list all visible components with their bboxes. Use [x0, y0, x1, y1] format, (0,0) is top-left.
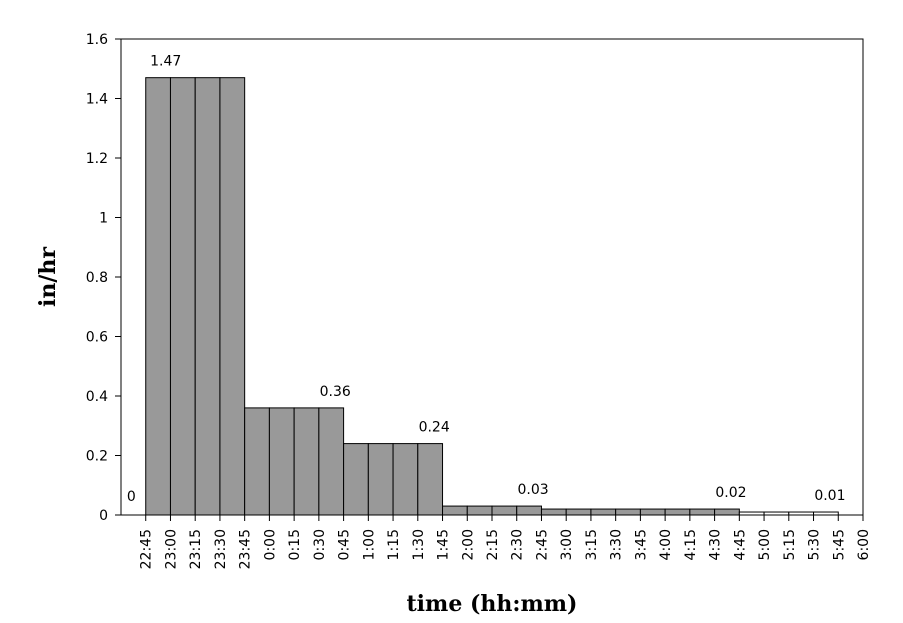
bar: [466, 505, 493, 516]
x-tick-label: 23:15: [188, 529, 204, 569]
bar: [590, 508, 617, 516]
y-axis-title: in/hr: [35, 247, 61, 307]
y-tick-label: 0.2: [86, 449, 108, 465]
bar: [268, 407, 295, 516]
x-tick-label: 6:00: [856, 529, 872, 560]
x-tick-label: 2:30: [510, 529, 526, 560]
x-tick-label: 3:45: [633, 529, 649, 560]
bars-group: [145, 77, 839, 516]
data-label: 0.24: [419, 420, 450, 436]
data-label: 0.03: [518, 482, 549, 498]
x-tick-label: 4:00: [658, 529, 674, 560]
bar: [442, 505, 468, 516]
data-label: 0.36: [320, 384, 351, 400]
bar: [714, 508, 740, 516]
bar: [367, 443, 394, 516]
data-label: 1.47: [150, 54, 181, 70]
x-tick-label: 5:30: [807, 529, 823, 560]
x-tick-label: 4:15: [683, 529, 699, 560]
y-tick-label: 1.6: [86, 32, 108, 48]
bar: [763, 511, 790, 516]
x-tick-label: 23:00: [163, 529, 179, 569]
bar: [615, 508, 641, 516]
bar: [194, 77, 221, 516]
bar: [219, 77, 246, 516]
bar: [565, 508, 592, 516]
data-label: 0.01: [814, 488, 845, 504]
bar: [540, 508, 567, 516]
bar: [343, 443, 369, 516]
y-tick-label: 0.8: [86, 270, 108, 286]
x-tick-label: 3:00: [559, 529, 575, 560]
bar: [293, 407, 320, 516]
bar: [689, 508, 716, 516]
x-tick-label: 1:15: [386, 529, 402, 560]
bar: [813, 511, 839, 516]
data-labels-group: 0 1.47 0.36 0.24 0.03 0.02 0.01: [127, 54, 846, 505]
x-tick-label: 4:30: [708, 529, 724, 560]
x-tick-label: 23:30: [213, 529, 229, 569]
x-tick-label: 4:45: [732, 529, 748, 560]
bar: [169, 77, 196, 516]
y-tick-label: 0.6: [86, 330, 108, 346]
bar: [516, 505, 542, 516]
x-tick-label: 5:00: [757, 529, 773, 560]
x-tick-label: 3:30: [609, 529, 625, 560]
x-tick-label: 22:45: [139, 529, 155, 569]
bar: [145, 77, 171, 516]
bar: [392, 443, 419, 516]
x-tick-label: 2:15: [485, 529, 501, 560]
x-tick-label: 1:45: [436, 529, 452, 560]
x-tick-label: 5:45: [831, 529, 847, 560]
x-tick-label: 2:00: [460, 529, 476, 560]
bar: [491, 505, 518, 516]
y-tick-label: 0.4: [86, 389, 108, 405]
y-tick-label: 0: [99, 508, 108, 524]
x-tick-label: 5:15: [782, 529, 798, 560]
y-tick-label: 1: [99, 211, 108, 227]
x-axis: 22:45 23:00 23:15 23:30 23:45 0:00 0:15 0:30 0:4…: [139, 515, 872, 569]
x-tick-label: 0:00: [262, 529, 278, 560]
x-tick-label: 1:00: [361, 529, 377, 560]
y-tick-label: 1.4: [86, 92, 108, 108]
bar: [788, 511, 815, 516]
bar: [244, 407, 270, 516]
data-label: 0.02: [715, 485, 746, 501]
y-axis: 0 0.2 0.4 0.6 0.8 1 1.2 1.4 1.6: [86, 32, 121, 524]
x-tick-label: 0:45: [337, 529, 353, 560]
bar: [664, 508, 691, 516]
bar: [639, 508, 666, 516]
bar: [318, 407, 345, 516]
x-tick-label: 1:30: [411, 529, 427, 560]
data-label: 0: [127, 489, 136, 505]
x-axis-title: time (hh:mm): [407, 591, 578, 617]
x-tick-label: 23:45: [238, 529, 254, 569]
x-tick-label: 3:15: [584, 529, 600, 560]
x-tick-label: 2:45: [534, 529, 550, 560]
bar: [417, 443, 444, 516]
bar: [738, 511, 765, 516]
y-tick-label: 1.2: [86, 151, 108, 167]
x-tick-label: 0:30: [312, 529, 328, 560]
x-tick-label: 0:15: [287, 529, 303, 560]
